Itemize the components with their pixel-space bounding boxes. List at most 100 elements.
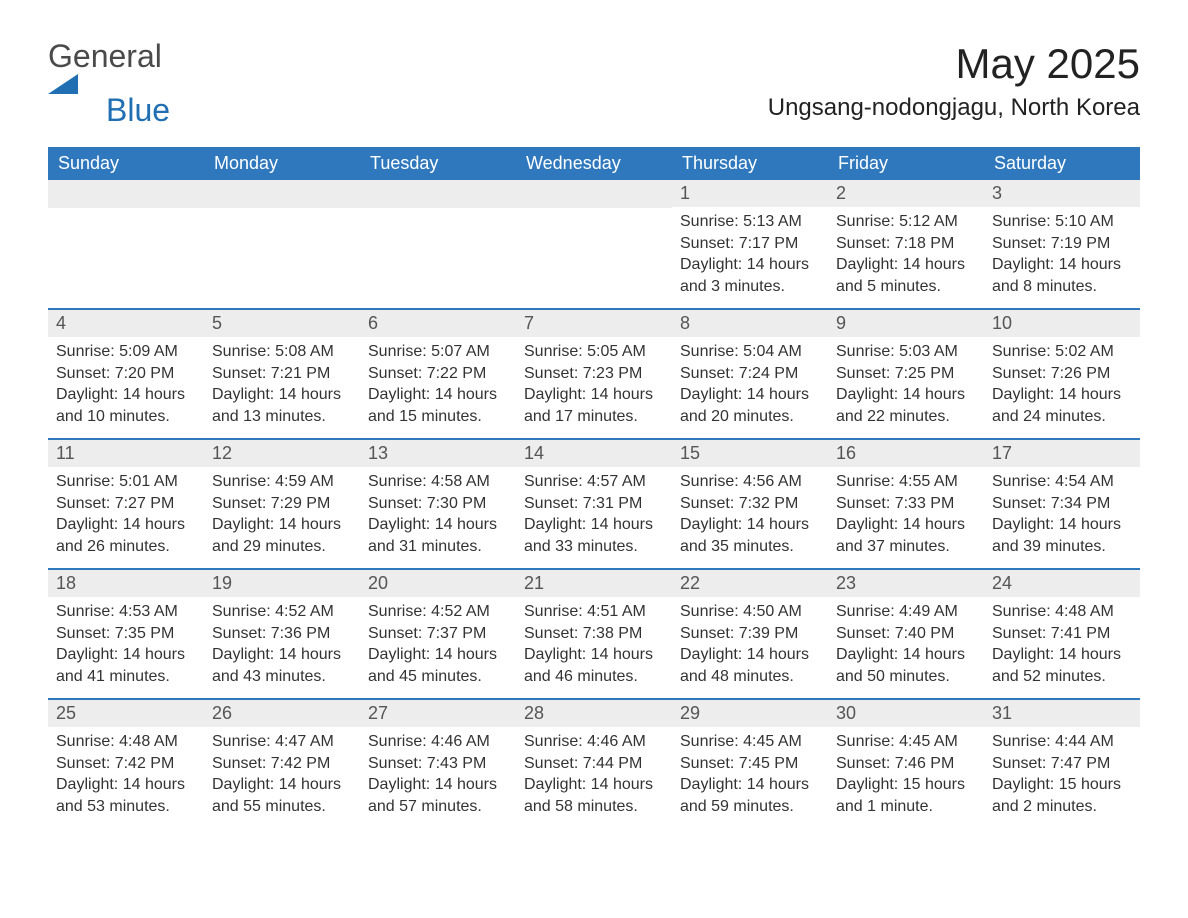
day-number: 11 (48, 440, 204, 467)
sunset-text: Sunset: 7:35 PM (56, 623, 196, 645)
sunset-text: Sunset: 7:22 PM (368, 363, 508, 385)
sunset-text: Sunset: 7:41 PM (992, 623, 1132, 645)
daylight-text: Daylight: 14 hours and 31 minutes. (368, 514, 508, 557)
day-details: Sunrise: 5:10 AMSunset: 7:19 PMDaylight:… (984, 207, 1140, 303)
day-cell: 16Sunrise: 4:55 AMSunset: 7:33 PMDayligh… (828, 440, 984, 568)
day-details: Sunrise: 4:49 AMSunset: 7:40 PMDaylight:… (828, 597, 984, 693)
day-cell: 9Sunrise: 5:03 AMSunset: 7:25 PMDaylight… (828, 310, 984, 438)
daylight-text: Daylight: 14 hours and 26 minutes. (56, 514, 196, 557)
sunset-text: Sunset: 7:20 PM (56, 363, 196, 385)
dow-wednesday: Wednesday (516, 147, 672, 180)
day-cell: 13Sunrise: 4:58 AMSunset: 7:30 PMDayligh… (360, 440, 516, 568)
sunrise-text: Sunrise: 4:48 AM (992, 601, 1132, 623)
sunset-text: Sunset: 7:39 PM (680, 623, 820, 645)
day-number: 25 (48, 700, 204, 727)
day-cell: 18Sunrise: 4:53 AMSunset: 7:35 PMDayligh… (48, 570, 204, 698)
sunset-text: Sunset: 7:21 PM (212, 363, 352, 385)
day-number: 24 (984, 570, 1140, 597)
sunset-text: Sunset: 7:40 PM (836, 623, 976, 645)
brand-word-general: General (48, 38, 162, 74)
daylight-text: Daylight: 14 hours and 57 minutes. (368, 774, 508, 817)
day-cell: 1Sunrise: 5:13 AMSunset: 7:17 PMDaylight… (672, 180, 828, 308)
sunset-text: Sunset: 7:30 PM (368, 493, 508, 515)
daylight-text: Daylight: 14 hours and 55 minutes. (212, 774, 352, 817)
day-number: 30 (828, 700, 984, 727)
day-details: Sunrise: 4:44 AMSunset: 7:47 PMDaylight:… (984, 727, 1140, 823)
day-details: Sunrise: 4:52 AMSunset: 7:37 PMDaylight:… (360, 597, 516, 693)
day-number: 20 (360, 570, 516, 597)
daylight-text: Daylight: 14 hours and 22 minutes. (836, 384, 976, 427)
daylight-text: Daylight: 14 hours and 53 minutes. (56, 774, 196, 817)
page: General Blue May 2025 Ungsang-nodongjagu… (0, 0, 1188, 918)
week-row: 25Sunrise: 4:48 AMSunset: 7:42 PMDayligh… (48, 698, 1140, 828)
day-cell (360, 180, 516, 308)
sunset-text: Sunset: 7:23 PM (524, 363, 664, 385)
daylight-text: Daylight: 15 hours and 1 minute. (836, 774, 976, 817)
sunrise-text: Sunrise: 4:57 AM (524, 471, 664, 493)
daylight-text: Daylight: 14 hours and 10 minutes. (56, 384, 196, 427)
day-cell: 23Sunrise: 4:49 AMSunset: 7:40 PMDayligh… (828, 570, 984, 698)
brand-text: General Blue (48, 40, 170, 129)
week-row: 4Sunrise: 5:09 AMSunset: 7:20 PMDaylight… (48, 308, 1140, 438)
day-cell: 8Sunrise: 5:04 AMSunset: 7:24 PMDaylight… (672, 310, 828, 438)
day-number: 18 (48, 570, 204, 597)
day-details: Sunrise: 5:09 AMSunset: 7:20 PMDaylight:… (48, 337, 204, 433)
week-row: 18Sunrise: 4:53 AMSunset: 7:35 PMDayligh… (48, 568, 1140, 698)
day-number: 19 (204, 570, 360, 597)
day-number (48, 180, 204, 208)
dow-tuesday: Tuesday (360, 147, 516, 180)
day-number: 29 (672, 700, 828, 727)
daylight-text: Daylight: 14 hours and 33 minutes. (524, 514, 664, 557)
day-details: Sunrise: 4:46 AMSunset: 7:43 PMDaylight:… (360, 727, 516, 823)
day-number: 31 (984, 700, 1140, 727)
day-cell: 20Sunrise: 4:52 AMSunset: 7:37 PMDayligh… (360, 570, 516, 698)
daylight-text: Daylight: 14 hours and 58 minutes. (524, 774, 664, 817)
day-details: Sunrise: 4:54 AMSunset: 7:34 PMDaylight:… (984, 467, 1140, 563)
dow-friday: Friday (828, 147, 984, 180)
day-cell: 14Sunrise: 4:57 AMSunset: 7:31 PMDayligh… (516, 440, 672, 568)
sunset-text: Sunset: 7:27 PM (56, 493, 196, 515)
day-details: Sunrise: 4:51 AMSunset: 7:38 PMDaylight:… (516, 597, 672, 693)
daylight-text: Daylight: 14 hours and 8 minutes. (992, 254, 1132, 297)
day-cell: 25Sunrise: 4:48 AMSunset: 7:42 PMDayligh… (48, 700, 204, 828)
day-cell: 2Sunrise: 5:12 AMSunset: 7:18 PMDaylight… (828, 180, 984, 308)
brand-logo: General Blue (48, 40, 170, 129)
sunrise-text: Sunrise: 4:45 AM (680, 731, 820, 753)
day-details: Sunrise: 5:03 AMSunset: 7:25 PMDaylight:… (828, 337, 984, 433)
sunrise-text: Sunrise: 4:54 AM (992, 471, 1132, 493)
sunrise-text: Sunrise: 4:59 AM (212, 471, 352, 493)
day-cell: 10Sunrise: 5:02 AMSunset: 7:26 PMDayligh… (984, 310, 1140, 438)
day-cell: 29Sunrise: 4:45 AMSunset: 7:45 PMDayligh… (672, 700, 828, 828)
dow-monday: Monday (204, 147, 360, 180)
sunset-text: Sunset: 7:42 PM (212, 753, 352, 775)
daylight-text: Daylight: 14 hours and 39 minutes. (992, 514, 1132, 557)
sunrise-text: Sunrise: 5:05 AM (524, 341, 664, 363)
day-cell: 15Sunrise: 4:56 AMSunset: 7:32 PMDayligh… (672, 440, 828, 568)
day-cell (48, 180, 204, 308)
day-number: 7 (516, 310, 672, 337)
header: General Blue May 2025 Ungsang-nodongjagu… (48, 40, 1140, 129)
day-details: Sunrise: 4:59 AMSunset: 7:29 PMDaylight:… (204, 467, 360, 563)
day-cell: 5Sunrise: 5:08 AMSunset: 7:21 PMDaylight… (204, 310, 360, 438)
sunset-text: Sunset: 7:18 PM (836, 233, 976, 255)
calendar: Sunday Monday Tuesday Wednesday Thursday… (48, 147, 1140, 828)
day-number: 21 (516, 570, 672, 597)
day-cell: 27Sunrise: 4:46 AMSunset: 7:43 PMDayligh… (360, 700, 516, 828)
daylight-text: Daylight: 14 hours and 46 minutes. (524, 644, 664, 687)
day-number: 23 (828, 570, 984, 597)
day-cell: 19Sunrise: 4:52 AMSunset: 7:36 PMDayligh… (204, 570, 360, 698)
sunrise-text: Sunrise: 4:56 AM (680, 471, 820, 493)
day-cell (204, 180, 360, 308)
sunrise-text: Sunrise: 5:13 AM (680, 211, 820, 233)
sunset-text: Sunset: 7:24 PM (680, 363, 820, 385)
day-details: Sunrise: 5:12 AMSunset: 7:18 PMDaylight:… (828, 207, 984, 303)
daylight-text: Daylight: 14 hours and 3 minutes. (680, 254, 820, 297)
daylight-text: Daylight: 14 hours and 24 minutes. (992, 384, 1132, 427)
daylight-text: Daylight: 14 hours and 13 minutes. (212, 384, 352, 427)
day-cell: 17Sunrise: 4:54 AMSunset: 7:34 PMDayligh… (984, 440, 1140, 568)
day-of-week-header: Sunday Monday Tuesday Wednesday Thursday… (48, 147, 1140, 180)
day-details: Sunrise: 5:13 AMSunset: 7:17 PMDaylight:… (672, 207, 828, 303)
day-number: 1 (672, 180, 828, 207)
day-details: Sunrise: 4:52 AMSunset: 7:36 PMDaylight:… (204, 597, 360, 693)
day-number (204, 180, 360, 208)
